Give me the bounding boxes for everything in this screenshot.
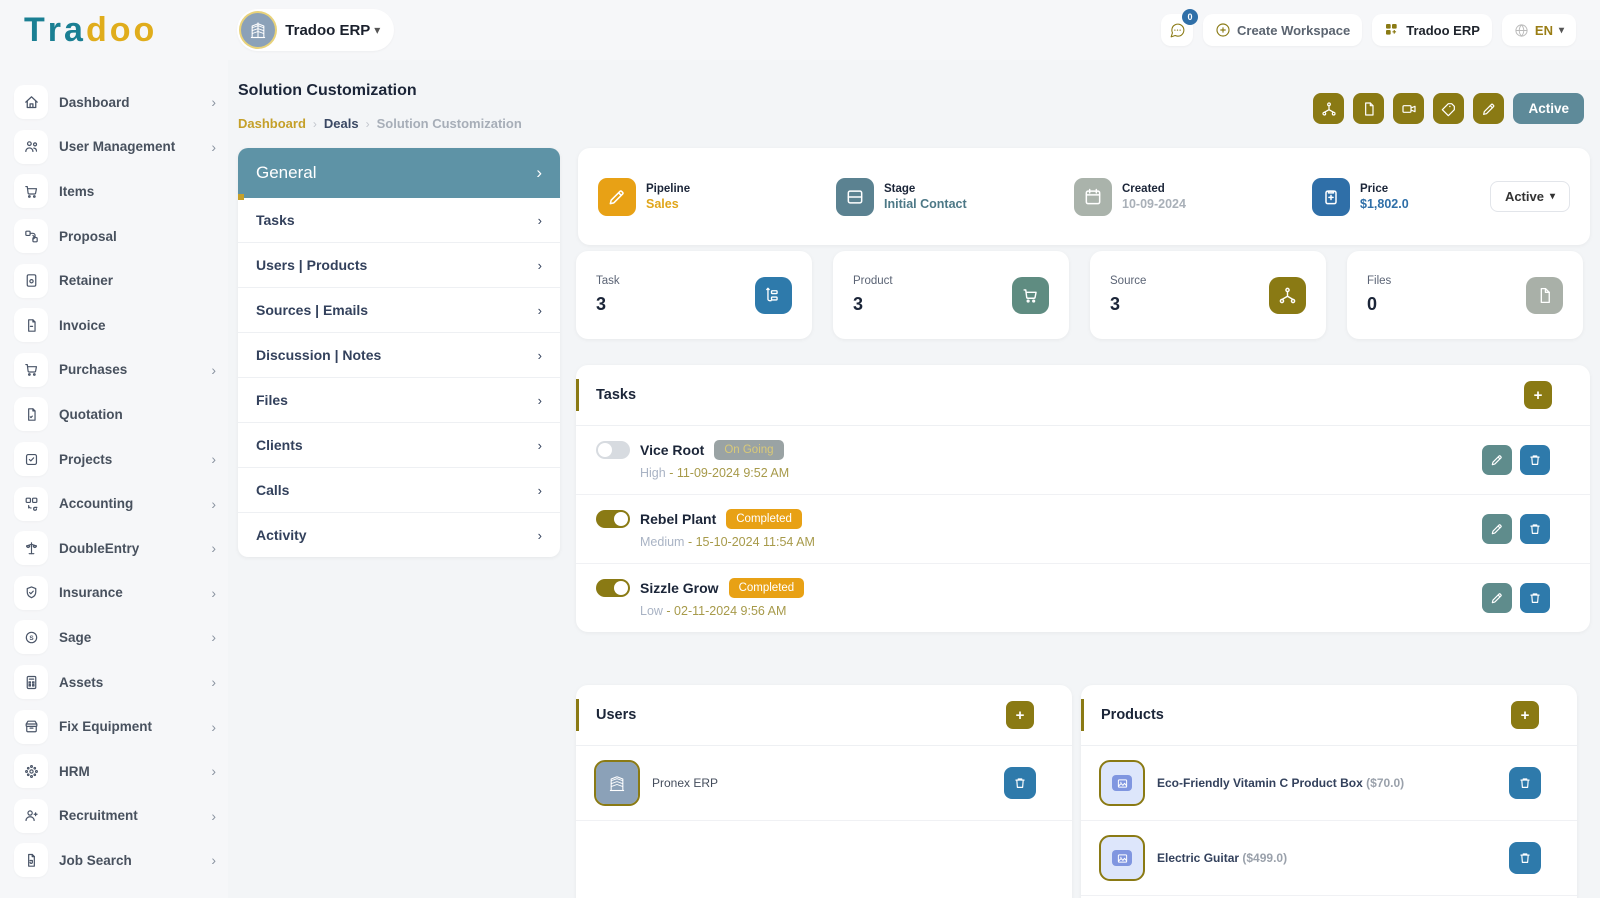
- svg-text:S: S: [29, 635, 33, 642]
